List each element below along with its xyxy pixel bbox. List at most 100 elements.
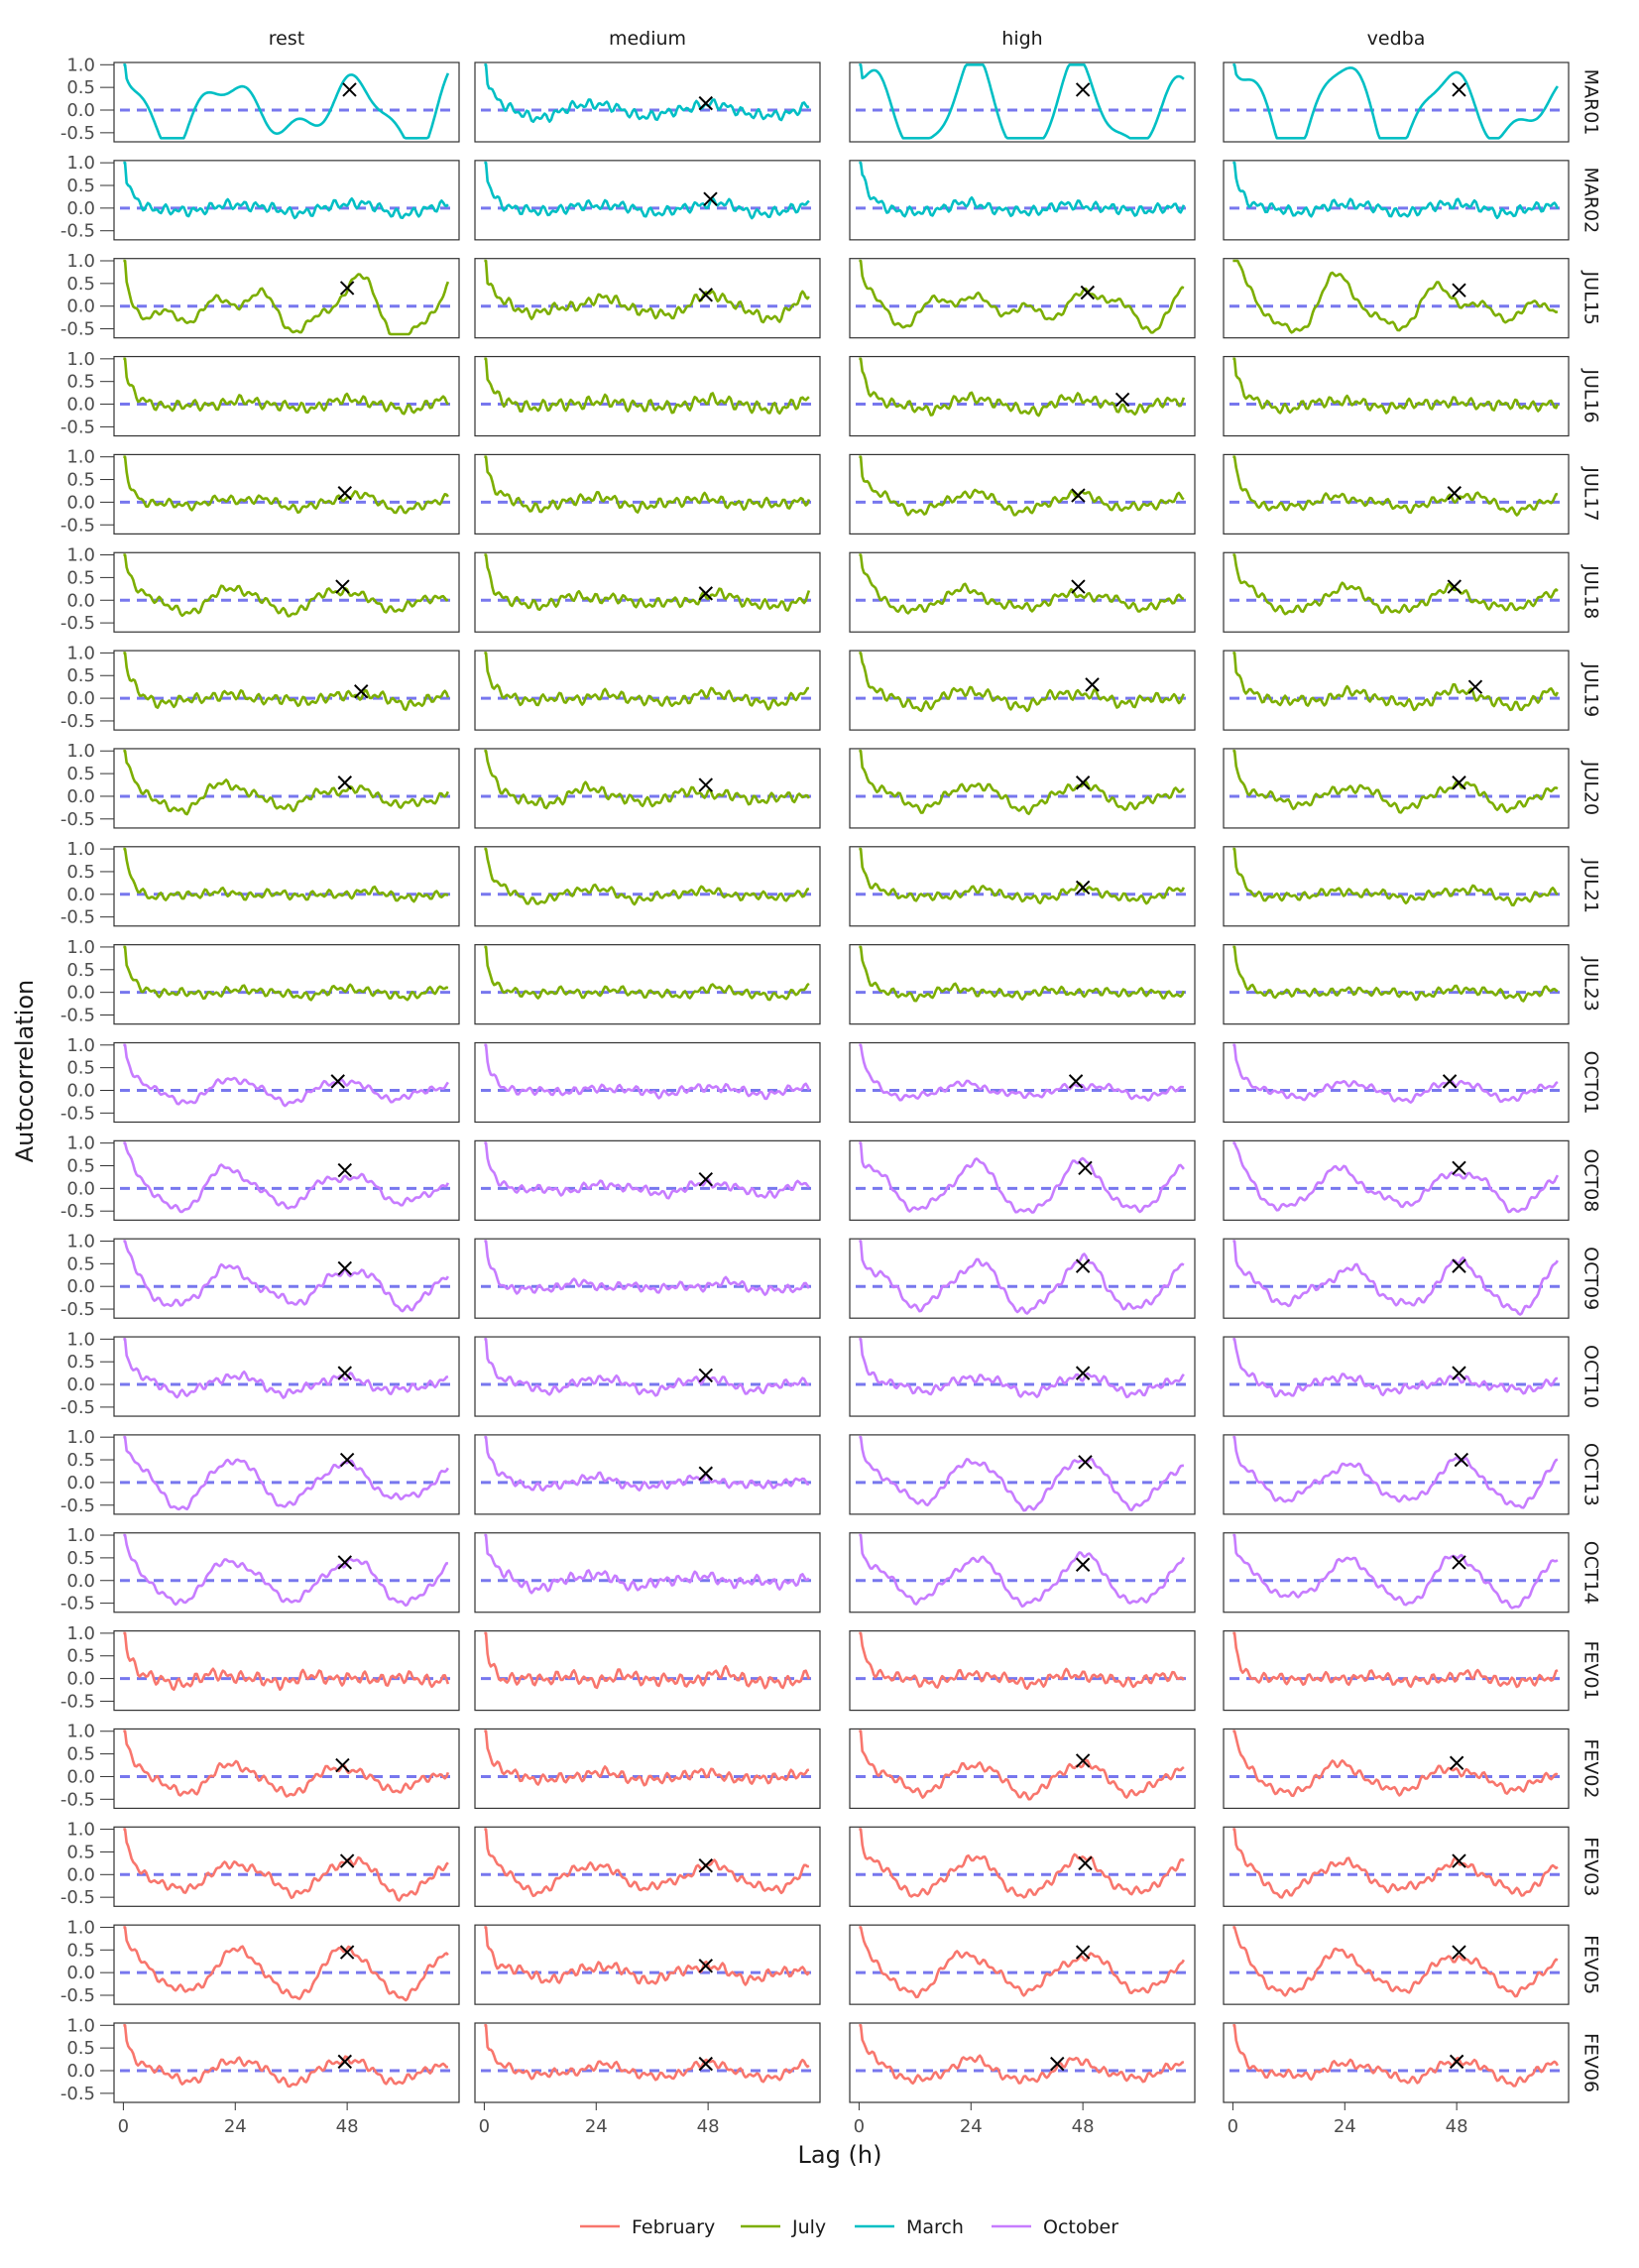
x-tick-label: 24 [1334, 2116, 1356, 2137]
panel-border [474, 944, 821, 1025]
peak-marker-stroke [698, 1172, 713, 1187]
y-tick-label: -0.5 [60, 319, 95, 340]
x-tick-label: 24 [224, 2116, 247, 2137]
series-line [123, 749, 450, 816]
series-line [859, 161, 1186, 218]
legend-label: February [632, 2216, 715, 2238]
facet-panel [1223, 1728, 1570, 1810]
y-tick-label: 1.0 [66, 349, 95, 370]
y-tick-label: 0.0 [66, 590, 95, 611]
panel-border [1223, 846, 1570, 927]
peak-marker [1075, 880, 1091, 895]
series-line [859, 1240, 1185, 1315]
series-line [484, 847, 810, 906]
facet-panel [113, 1336, 460, 1417]
y-tick-label: 1.0 [66, 1623, 95, 1644]
row-strip-label: JUL15 [1580, 271, 1602, 325]
row-strip-label: FEV03 [1580, 1837, 1602, 1896]
panel-border [474, 258, 821, 339]
peak-marker-stroke [339, 1945, 355, 1960]
series-line [1232, 1043, 1559, 1104]
peak-marker [337, 2054, 352, 2070]
y-tick-label: 0.5 [66, 176, 95, 196]
panel-border [113, 258, 460, 339]
y-tick-label: -0.5 [60, 221, 95, 242]
peak-marker-stroke [698, 777, 713, 792]
panel-border [1223, 1434, 1570, 1515]
series-line [484, 2024, 810, 2084]
facet-panel [113, 650, 460, 731]
facet-panel [474, 1924, 821, 2005]
facet-panel [474, 1434, 821, 1515]
panel-border [474, 846, 821, 927]
facet-panel [849, 1728, 1196, 1810]
row-strip-label: JUL21 [1580, 859, 1602, 913]
y-tick-label: 0.0 [66, 1276, 95, 1297]
peak-marker [1452, 1160, 1466, 1175]
facet-panel [474, 1728, 821, 1810]
facet-panel [1223, 1629, 1570, 1712]
y-tick-label: 0.5 [66, 862, 95, 883]
x-tick-label: 24 [960, 2116, 983, 2137]
series-line [859, 652, 1186, 713]
facet-panel [1223, 1434, 1570, 1515]
x-tick-label: 48 [1072, 2116, 1095, 2137]
peak-marker-stroke [337, 486, 352, 501]
facet-panel [1223, 61, 1570, 143]
x-tick-label: 0 [1228, 2116, 1238, 2137]
series-line [484, 1435, 810, 1492]
peak-marker-stroke [1452, 1366, 1466, 1380]
series-line [859, 1926, 1186, 1999]
panel-border [849, 453, 1196, 535]
y-tick-label: 1.0 [66, 251, 95, 272]
facet-panel [113, 1728, 460, 1810]
facet-panel [113, 1629, 460, 1712]
peak-marker [698, 586, 713, 601]
facet-panel [113, 1139, 460, 1221]
panel-border [849, 1336, 1196, 1417]
panel-border [474, 1826, 821, 1907]
facet-panel [1223, 748, 1570, 829]
y-tick-label: 1.0 [66, 1917, 95, 1938]
panel-border [113, 2022, 460, 2103]
facet-panel [849, 2022, 1196, 2103]
peak-marker-stroke [1442, 1074, 1458, 1089]
peak-marker-stroke [1454, 1452, 1469, 1468]
panel-border [474, 160, 821, 241]
facet-panel [474, 1139, 821, 1221]
series-line [1232, 1631, 1559, 1689]
column-strip-label: medium [609, 28, 686, 50]
peak-marker [1452, 1366, 1466, 1380]
facet-panel [849, 1139, 1196, 1221]
peak-marker-stroke [1452, 1853, 1466, 1868]
panel-border [1223, 1041, 1570, 1124]
y-tick-label: 0.5 [66, 665, 95, 686]
panel-border [474, 2022, 821, 2103]
y-tick-label: 0.0 [66, 1963, 95, 1983]
row-strip-label: JUL16 [1580, 368, 1602, 422]
peak-marker-stroke [1449, 2054, 1464, 2070]
y-tick-label: -0.5 [60, 1299, 95, 1320]
peak-marker [1071, 488, 1086, 503]
peak-marker [337, 486, 352, 501]
facet-panel [474, 258, 821, 339]
series-line [859, 1730, 1185, 1801]
peak-marker-stroke [1452, 283, 1466, 298]
panel-border [849, 551, 1196, 633]
panel-border [113, 650, 460, 731]
peak-marker [354, 684, 369, 699]
y-tick-label: 1.0 [66, 545, 95, 566]
facet-panel [1223, 1238, 1570, 1319]
peak-marker-stroke [339, 1452, 355, 1468]
series-line [123, 553, 449, 618]
legend-label: July [791, 2216, 826, 2238]
peak-marker [1078, 1455, 1093, 1470]
series-line [859, 2024, 1185, 2086]
series-line [859, 1828, 1185, 1899]
series-line [1232, 652, 1560, 712]
series-line [484, 455, 811, 514]
y-tick-label: 1.0 [66, 1134, 95, 1154]
peak-marker [1452, 82, 1466, 97]
peak-marker [1454, 1452, 1469, 1468]
